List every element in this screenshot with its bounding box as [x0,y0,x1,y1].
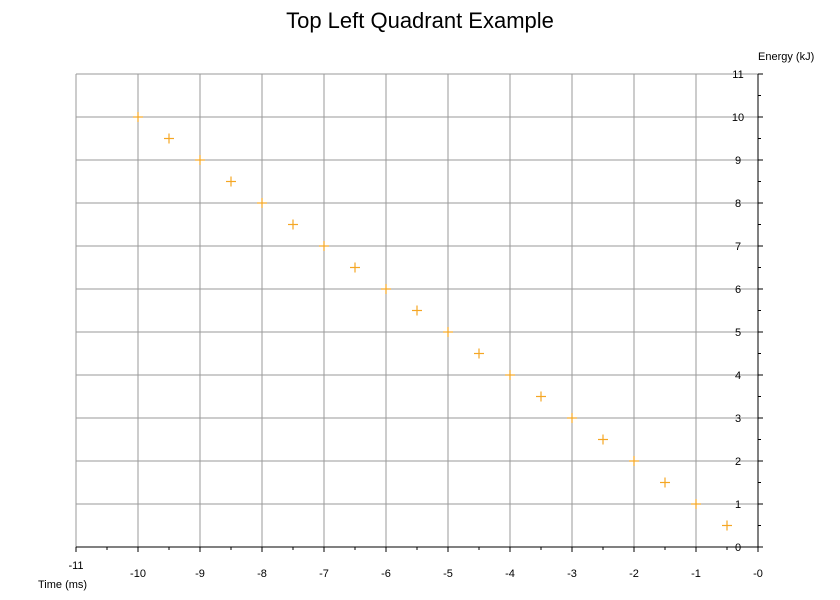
x-tick-label: -2 [629,568,639,580]
y-tick-label: 9 [735,155,741,167]
data-point [443,327,453,337]
x-axis-label: Time (ms) [38,579,87,591]
y-tick-label: 2 [735,456,741,468]
x-tick-label: -10 [130,568,146,580]
data-point [536,391,546,402]
data-point [691,499,701,509]
y-axis-label: Energy (kJ) [758,51,814,63]
x-tick-label: -6 [381,568,391,580]
y-tick-label: 1 [735,499,741,511]
y-tick-label: 0 [735,542,741,554]
x-tick-label: -4 [505,568,515,580]
x-tick-label: -7 [319,568,329,580]
data-point [288,219,298,230]
data-point [350,262,360,273]
y-tick-label: 8 [735,198,741,210]
data-point [629,456,639,466]
grid-lines [75,73,759,548]
data-point [474,348,484,359]
data-point [660,477,670,488]
data-point [164,133,174,144]
x-tick-label: -0 [753,568,763,580]
data-point [505,370,515,380]
y-tick-label: 3 [735,413,741,425]
x-tick-label: -5 [443,568,453,580]
y-tick-label: 4 [735,370,741,382]
data-point [195,155,205,165]
x-tick-label: -11 [68,560,83,572]
y-tick-label: 10 [732,112,744,124]
data-point [381,284,391,294]
axes [75,73,763,552]
x-tick-label: -3 [567,568,577,580]
data-point [133,112,143,122]
y-tick-label: 5 [735,327,741,339]
data-point [257,198,267,208]
data-point [722,520,732,531]
data-point [412,305,422,316]
x-tick-labels: -11 -10 -9 -8 -7 -6 -5 -4 -3 -2 -1 -0 [68,560,762,580]
data-point [598,434,608,445]
data-point [567,413,577,423]
y-tick-labels: 0 1 2 3 4 5 6 7 8 9 10 11 [732,69,744,554]
chart-title: Top Left Quadrant Example [286,8,554,33]
y-tick-label: 11 [732,69,743,81]
x-tick-label: -9 [195,568,205,580]
data-point [319,241,329,251]
data-point [226,176,236,187]
y-tick-label: 7 [735,241,741,253]
data-points [133,112,732,531]
x-tick-label: -1 [691,568,701,580]
x-tick-label: -8 [257,568,267,580]
y-tick-label: 6 [735,284,741,296]
